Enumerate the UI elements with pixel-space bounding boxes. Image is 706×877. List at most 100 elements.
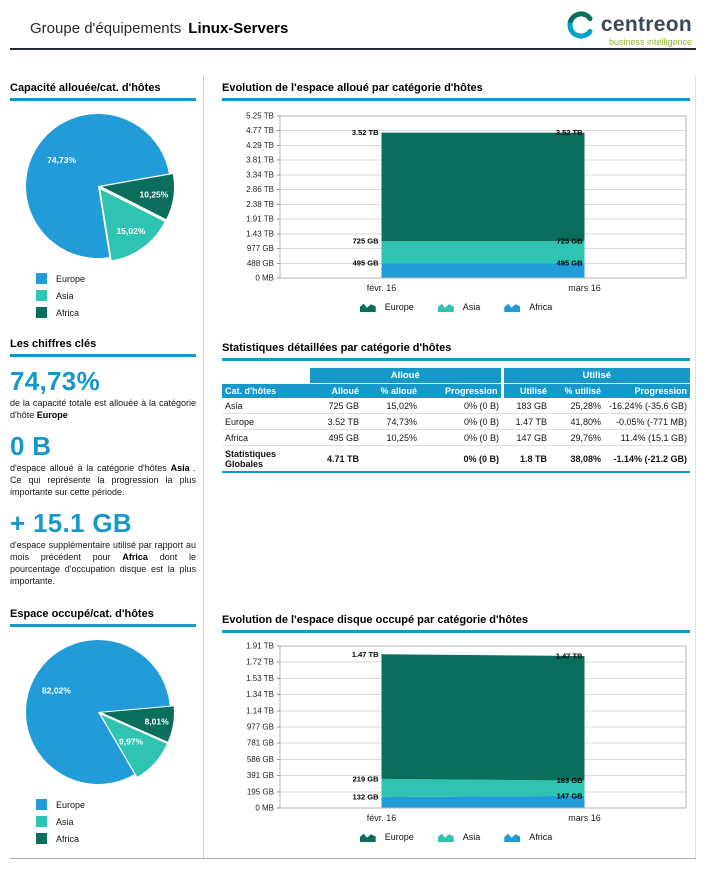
area-series-africa (381, 795, 585, 808)
x-axis-tick-label: févr. 16 (367, 813, 397, 823)
table-cell: 38,08% (550, 445, 605, 473)
allocated-capacity-section: Capacité allouée/cat. d'hôtes 10,25% 15,0… (10, 82, 196, 318)
series-value-label: 3.52 TB (556, 128, 583, 137)
key-figure-description: de la capacité totale est allouée à la c… (10, 398, 196, 422)
section-title-occupied-evolution: Evolution de l'espace disque occupé par … (222, 614, 690, 633)
table-cell: 183 GB (502, 398, 551, 414)
section-title-occupied-space: Espace occupé/cat. d'hôtes (10, 608, 196, 627)
key-figure-description: d'espace alloué à la catégorie d'hôtes A… (10, 463, 196, 499)
table-cell: 1.8 TB (502, 445, 551, 473)
y-axis-tick-label: 5.25 TB (246, 112, 274, 121)
series-value-label: 1.47 TB (556, 652, 583, 661)
allocated-evolution-area-chart: 5.25 TB 4.77 TB 4.29 TB 3.81 TB 3.34 TB 2.86 … (246, 112, 687, 293)
occupied-evolution-section: Evolution de l'espace disque occupé par … (222, 614, 690, 842)
key-figure-allocated-progress: 0 B d'espace alloué à la catégorie d'hôt… (10, 431, 196, 499)
pie-slice-label: 82,02% (42, 685, 71, 695)
table-cell: 41,80% (550, 413, 605, 430)
legend-label: Asia (462, 832, 481, 842)
col-header-progression-used: Progression (604, 383, 691, 398)
legend-square-icon (36, 833, 47, 844)
y-axis-tick-label: 4.29 TB (246, 141, 274, 150)
pie-slice-asia (100, 189, 165, 261)
y-axis-tick-label: 2.86 TB (246, 185, 274, 194)
x-axis-tick-label: mars 16 (568, 283, 601, 293)
key-figure-used-progress: + 15.1 GB d'espace supplémentaire utilis… (10, 509, 196, 588)
group-header-used: Utilisé (500, 368, 691, 384)
legend-item-africa: Africa (504, 832, 552, 842)
logo-tagline: business intelligence (608, 37, 692, 47)
col-header-category: Cat. d'hôtes (222, 383, 310, 398)
col-header-allocated: Alloué (310, 383, 362, 398)
legend-label: Europe (384, 832, 414, 842)
table-cell: -0.05% (-771 MB) (604, 413, 691, 430)
key-figure-highlight: Africa (122, 552, 148, 563)
logo-row: centreon (566, 10, 692, 40)
legend-item-europe: Europe (359, 302, 414, 312)
col-header-used: Utilisé (500, 383, 551, 398)
pie-slice-label: 9,97% (119, 737, 144, 747)
area-series-europe (381, 132, 585, 242)
series-value-label: 3.52 TB (352, 128, 379, 137)
key-figure-value: 0 B (10, 431, 52, 462)
col-header-pct-used: % utilisé (550, 383, 605, 398)
legend-label: Africa (56, 833, 80, 844)
legend-square-icon (36, 273, 47, 284)
key-figure-text: . Ce qui représente la progression la pl… (10, 463, 196, 498)
area-series-asia (381, 241, 585, 264)
area-series-europe (381, 654, 585, 781)
table-row-europe: Europe 3.52 TB 74,73% 0% (0 B) 1.47 TB 4… (222, 413, 691, 430)
x-axis-tick-label: mars 16 (568, 813, 601, 823)
y-axis-tick-label: 1.91 TB (246, 642, 274, 651)
y-axis-tick-label: 781 GB (247, 739, 274, 748)
y-axis-tick-label: 1.34 TB (246, 690, 274, 699)
centreon-logo: centreon business intelligence (566, 10, 692, 47)
occupied-area-legend: Europe Asia Africa (222, 832, 690, 842)
legend-item-africa: Africa (504, 302, 552, 312)
statistics-table: Alloué Utilisé Cat. d'hôtes Alloué % all… (222, 368, 691, 473)
pie-slice-africa (101, 174, 174, 220)
key-figure-highlight: Asia (170, 463, 190, 474)
y-axis-tick-label: 3.34 TB (246, 170, 274, 179)
series-value-label: 725 GB (557, 237, 583, 246)
y-axis-tick-label: 586 GB (247, 755, 274, 764)
y-axis-tick-label: 2.38 TB (246, 200, 274, 209)
table-cell: 3.52 TB (310, 413, 362, 430)
table-cell: 0% (0 B) (420, 429, 503, 446)
legend-area-icon (437, 303, 454, 312)
table-cell: -1.14% (-21.2 GB) (604, 445, 691, 473)
series-value-label: 495 GB (353, 259, 379, 268)
pie-slice-africa (101, 706, 174, 742)
allocated-evolution-section: Evolution de l'espace alloué par catégor… (222, 82, 690, 312)
table-cell: 74,73% (362, 413, 420, 430)
legend-item-africa: Africa (36, 307, 196, 318)
key-figure-text: de la capacité totale est allouée à la c… (10, 398, 196, 421)
y-axis-tick-label: 1.53 TB (246, 674, 274, 683)
pie-slice-europe (25, 640, 170, 784)
x-axis-tick-label: févr. 16 (367, 283, 397, 293)
y-axis-tick-label: 977 GB (247, 244, 274, 253)
legend-label: Africa (529, 302, 553, 312)
y-axis-tick-label: 1.91 TB (246, 215, 274, 224)
legend-label: Africa (529, 832, 553, 842)
area-series-africa (381, 263, 585, 278)
table-cell: 10,25% (362, 429, 420, 446)
table-cell: 1.47 TB (502, 413, 551, 430)
key-figure-text: dont le pourcentage d'occupation disque … (10, 552, 196, 586)
legend-area-icon (359, 833, 376, 842)
table-cell: Statistiques Globales (222, 445, 310, 473)
title-prefix: Groupe d'équipements (30, 20, 182, 37)
y-axis-tick-label: 0 MB (255, 274, 274, 283)
page-title: Groupe d'équipements Linux-Servers (30, 20, 288, 37)
series-value-label: 1.47 TB (352, 650, 379, 659)
y-axis-tick-label: 4.77 TB (246, 126, 274, 135)
legend-label: Europe (56, 799, 86, 810)
section-title-allocated-evolution: Evolution de l'espace alloué par catégor… (222, 82, 690, 101)
y-axis-tick-label: 488 GB (247, 259, 274, 268)
pie-slice-label: 10,25% (140, 189, 169, 199)
key-figure-highlight: Europe (36, 410, 68, 421)
section-title-statistics: Statistiques détaillées par catégorie d'… (222, 342, 690, 361)
table-cell: 0% (0 B) (420, 445, 503, 473)
key-figures-section: Les chiffres clés 74,73% de la capacité … (10, 338, 196, 588)
table-cell: Africa (222, 429, 310, 446)
